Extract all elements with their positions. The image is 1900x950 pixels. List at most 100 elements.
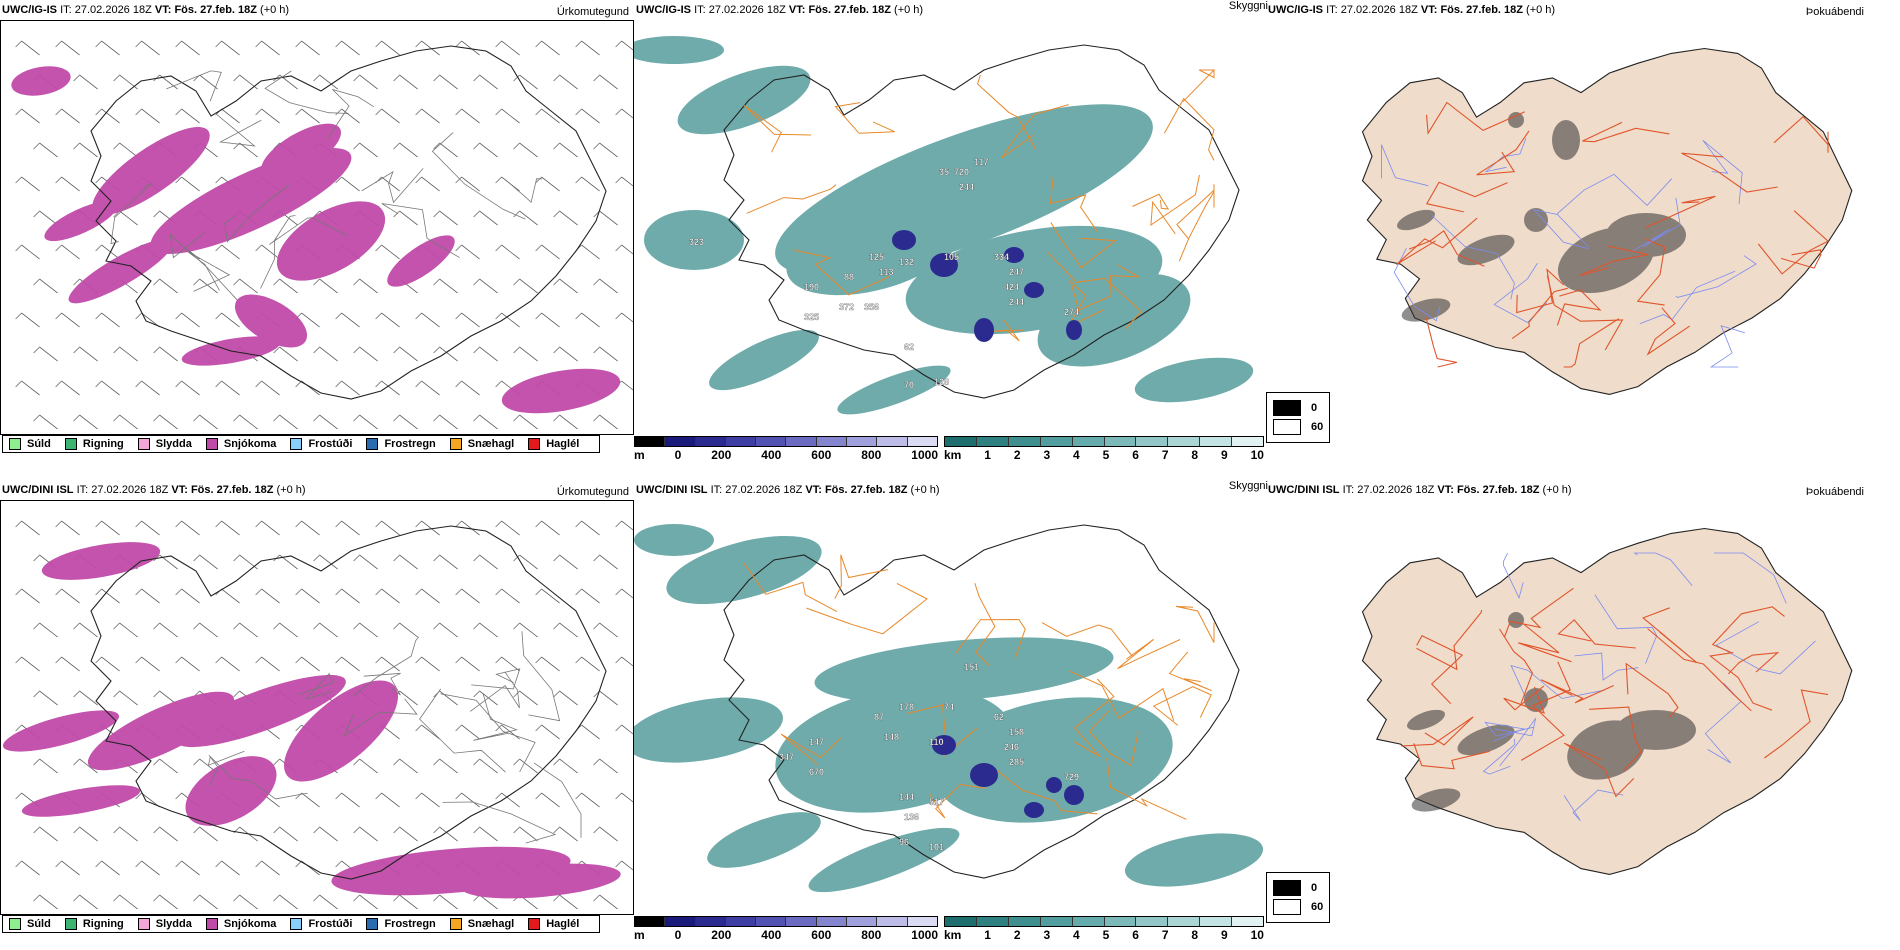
fog-map[interactable] (1266, 500, 1866, 913)
wind-barb (513, 346, 538, 362)
wind-barb (593, 414, 618, 430)
road-line (1066, 280, 1105, 328)
wind-barb (335, 108, 360, 124)
wind-barb (615, 244, 633, 255)
road-line (1050, 222, 1117, 269)
colorbar-ticks: m 0 200 400 600 800 1000 (634, 448, 938, 462)
legend-label: Frostúði (308, 438, 353, 450)
wind-barb (335, 520, 360, 536)
wind-barb (335, 176, 360, 192)
legend-label: Rigning (82, 438, 124, 450)
wind-barb (55, 860, 80, 876)
wind-barb (73, 142, 98, 158)
wind-barb (95, 108, 120, 124)
cloudbase-label: 334 (994, 252, 1009, 262)
road-line (473, 692, 518, 741)
precip-map[interactable] (0, 500, 634, 915)
snowfall-area (68, 238, 174, 304)
low-cloudbase-area (1024, 802, 1044, 818)
road-line (1711, 606, 1785, 653)
cloudbase-label: 70 (904, 380, 914, 390)
road-line (997, 770, 1098, 815)
wind-barb (415, 588, 440, 604)
vt-label: VT: (805, 484, 822, 496)
it-label: IT: (76, 484, 89, 496)
wind-barb (193, 414, 218, 430)
wind-barb (375, 380, 400, 396)
legend-label: Snæhagl (467, 438, 515, 450)
road-line (1532, 209, 1590, 250)
legend-label: Frostregn (384, 438, 436, 450)
road-line (1431, 215, 1515, 300)
road-line (214, 112, 262, 147)
wind-barb (513, 414, 538, 430)
legend-item: Rigning (64, 918, 124, 930)
low-cloudbase-area (974, 318, 994, 342)
road-line (1416, 609, 1483, 671)
fog-legend-swatch (1273, 899, 1301, 915)
road-line (471, 668, 521, 690)
road-line (1511, 287, 1568, 340)
wind-barb (295, 108, 320, 124)
wind-barb (615, 108, 633, 119)
wind-barb (313, 414, 338, 430)
panel-title-fog: Þokuábendi (1805, 486, 1864, 498)
wind-barb (433, 74, 458, 90)
low-cloudbase-area (892, 230, 916, 250)
wind-barb (33, 894, 58, 910)
cloudbase-label: 136 (904, 812, 919, 822)
road-line (806, 582, 928, 635)
road-line (1647, 628, 1752, 712)
wind-barb (495, 724, 520, 740)
wind-barb (433, 826, 458, 842)
legend-swatch (64, 438, 77, 450)
wind-barb (473, 414, 498, 430)
road-line (1563, 789, 1624, 821)
fog-panel: UWC/IG-IS IT: 27.02.2026 18Z VT: Fös. 27… (1266, 0, 1900, 460)
legend-swatch (64, 918, 77, 930)
fog-legend-label: 60 (1311, 421, 1324, 433)
wind-barb (375, 656, 400, 672)
wind-barb (233, 622, 258, 638)
wind-barb (415, 792, 440, 808)
wind-barb (513, 826, 538, 842)
fog-map[interactable] (1266, 20, 1866, 433)
fog-legend: 0 60 (1266, 872, 1331, 923)
wind-barb (175, 40, 200, 56)
wind-barb (495, 108, 520, 124)
cloudbase-label: 110 (929, 737, 944, 747)
iceland-outline (90, 525, 607, 880)
wind-barb (375, 588, 400, 604)
precip-map[interactable] (0, 20, 634, 435)
wind-barb (615, 312, 633, 323)
iceland-land (1361, 47, 1853, 395)
panel-title-cloud: Skyggni (1228, 480, 1268, 492)
wind-barb (535, 108, 560, 124)
wind-barb (153, 278, 178, 294)
road-line (1069, 670, 1175, 722)
road-line (1578, 245, 1649, 277)
road-line (521, 631, 561, 722)
iceland-outline (90, 45, 607, 400)
legend-label: Haglél (546, 438, 580, 450)
road-line (780, 733, 842, 765)
wind-barb (153, 826, 178, 842)
wind-barb (273, 894, 298, 910)
road-line (1001, 104, 1069, 159)
wind-barb (95, 520, 120, 536)
road-line (1482, 738, 1516, 775)
low-cloudbase-area (1064, 785, 1084, 805)
wind-barb (415, 108, 440, 124)
wind-barb (535, 40, 560, 56)
cloudbase-label: 274 (1064, 307, 1079, 317)
low-visibility-area (666, 535, 822, 605)
wind-barb (353, 278, 378, 294)
road-line (208, 755, 308, 800)
colorbar-tick: 0 (674, 448, 682, 462)
wind-barb (375, 520, 400, 536)
wind-barb (575, 520, 600, 536)
colorbar-swatches (944, 436, 1264, 447)
cloud-map[interactable]: 35 720 117 244 323 125 113 132 105 334 247 88 190 372… (634, 20, 1266, 433)
cloud-map[interactable]: 151 87 178 74 62 158 148 147 110 246 285 347 670 729 1… (634, 500, 1266, 913)
panel-title-precip: Úrkomutegund (556, 486, 629, 498)
